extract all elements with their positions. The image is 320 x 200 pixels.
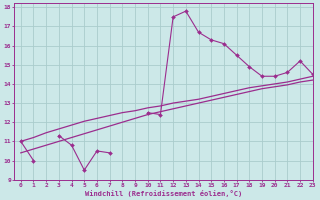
X-axis label: Windchill (Refroidissement éolien,°C): Windchill (Refroidissement éolien,°C) (85, 190, 242, 197)
